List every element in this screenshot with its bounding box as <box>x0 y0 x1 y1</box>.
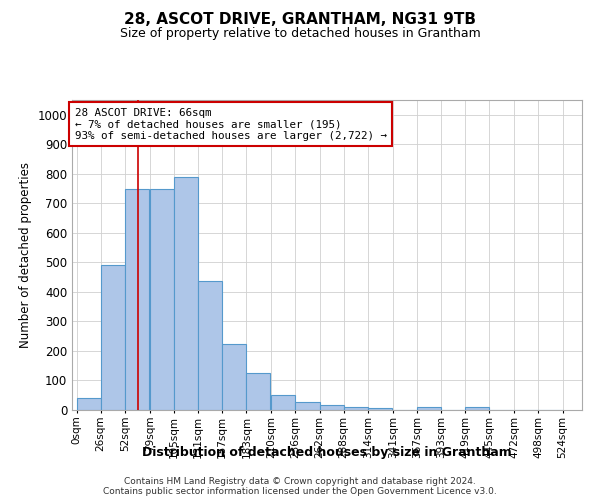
Bar <box>368 408 392 410</box>
Text: 28, ASCOT DRIVE, GRANTHAM, NG31 9TB: 28, ASCOT DRIVE, GRANTHAM, NG31 9TB <box>124 12 476 28</box>
Bar <box>271 395 295 410</box>
Bar <box>77 398 101 410</box>
Text: Contains HM Land Registry data © Crown copyright and database right 2024.: Contains HM Land Registry data © Crown c… <box>124 476 476 486</box>
Bar <box>198 280 222 410</box>
Text: Contains public sector information licensed under the Open Government Licence v3: Contains public sector information licen… <box>103 486 497 496</box>
Text: Size of property relative to detached houses in Grantham: Size of property relative to detached ho… <box>119 28 481 40</box>
Text: Distribution of detached houses by size in Grantham: Distribution of detached houses by size … <box>142 446 512 459</box>
Text: 28 ASCOT DRIVE: 66sqm
← 7% of detached houses are smaller (195)
93% of semi-deta: 28 ASCOT DRIVE: 66sqm ← 7% of detached h… <box>74 108 386 141</box>
Bar <box>344 407 368 410</box>
Bar <box>101 266 125 410</box>
Bar <box>174 177 198 410</box>
Bar <box>465 408 489 410</box>
Bar <box>295 402 320 410</box>
Bar <box>417 407 441 410</box>
Y-axis label: Number of detached properties: Number of detached properties <box>19 162 32 348</box>
Bar <box>222 344 247 410</box>
Bar <box>150 188 174 410</box>
Bar <box>125 188 149 410</box>
Bar <box>320 406 344 410</box>
Bar <box>247 372 271 410</box>
